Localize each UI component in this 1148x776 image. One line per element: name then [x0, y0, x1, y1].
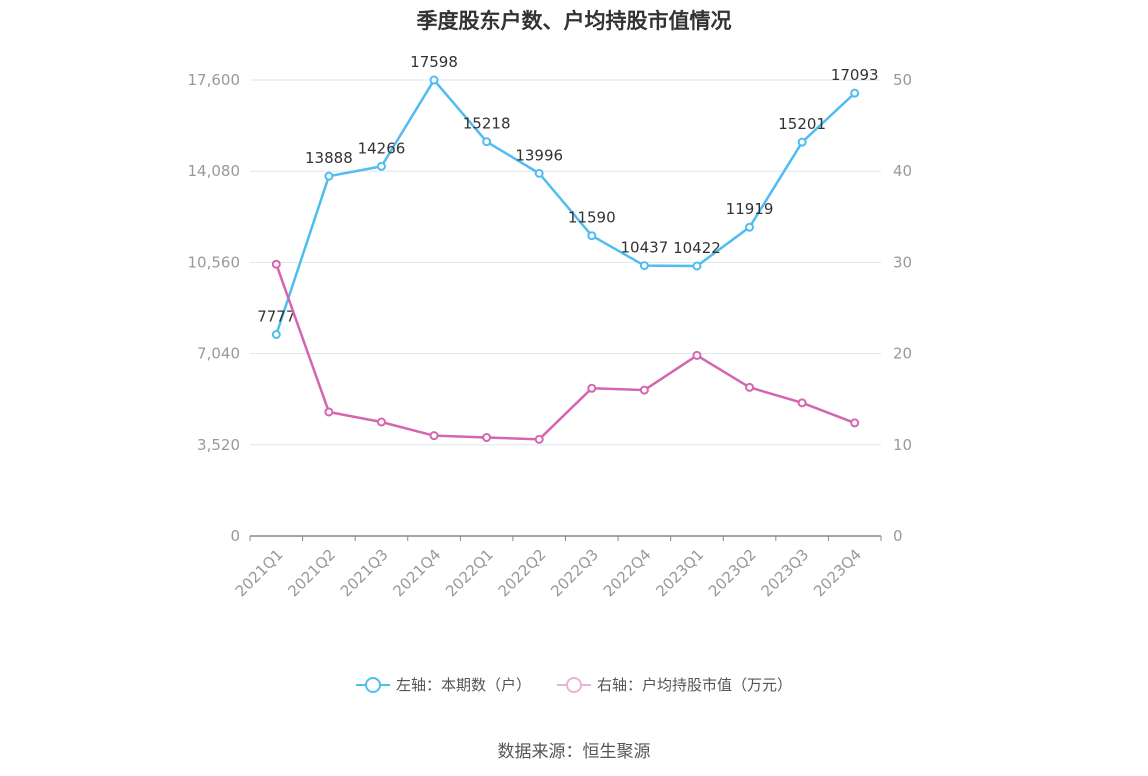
left-series-point	[271, 330, 281, 340]
left-series-data-label: 17093	[831, 66, 879, 84]
left-series-data-label: 13996	[515, 146, 563, 164]
x-axis-tick-label: 2023Q4	[810, 546, 865, 601]
legend-label-left: 左轴：本期数（户）	[395, 676, 531, 694]
right-axis-tick-label: 30	[893, 253, 912, 271]
left-axis-tick-label: 14,080	[188, 162, 241, 180]
left-series-point	[376, 161, 386, 171]
left-series-data-label: 15201	[778, 115, 826, 133]
left-series-data-label: 15218	[463, 115, 511, 133]
left-series-point	[482, 137, 492, 147]
left-axis-tick-label: 17,600	[188, 71, 241, 89]
right-series-point	[324, 407, 334, 417]
left-series-point	[850, 88, 860, 98]
right-series-point	[692, 350, 702, 360]
right-series-point	[745, 382, 755, 392]
x-axis-tick-label: 2021Q2	[284, 546, 339, 601]
left-series-point	[639, 261, 649, 271]
left-axis-tick-label: 7,040	[197, 345, 240, 363]
x-axis-tick-label: 2021Q1	[232, 546, 287, 601]
left-series-point	[429, 75, 439, 85]
left-series-point	[745, 222, 755, 232]
right-series-point	[850, 418, 860, 428]
left-series-line	[275, 78, 856, 335]
legend-item-left[interactable]: 左轴：本期数（户）	[355, 674, 531, 695]
right-axis-tick-label: 50	[893, 71, 912, 89]
x-axis-tick-label: 2022Q1	[442, 546, 497, 601]
right-series-point	[639, 385, 649, 395]
right-series-point	[271, 259, 281, 269]
x-axis-tick-label: 2023Q2	[705, 546, 760, 601]
x-axis-tick-label: 2021Q3	[337, 546, 392, 601]
left-series-data-label: 10437	[621, 239, 669, 257]
legend-item-right[interactable]: 右轴：户均持股市值（万元）	[557, 674, 792, 695]
left-axis-tick-label: 10,560	[188, 253, 241, 271]
right-series-point	[376, 417, 386, 427]
chart-title: 季度股东户数、户均持股市值情况	[416, 9, 732, 33]
legend-marker-left	[355, 675, 390, 695]
data-source: 数据来源：恒生聚源	[497, 742, 651, 762]
left-series-point	[692, 261, 702, 271]
x-axis-tick-label: 2021Q4	[389, 546, 444, 601]
right-series-line	[275, 263, 856, 441]
right-series-point	[482, 433, 492, 443]
right-axis-tick-label: 40	[893, 162, 912, 180]
left-series-data-label: 7777	[257, 308, 295, 326]
left-series-point	[534, 168, 544, 178]
left-series-data-label: 10422	[673, 239, 721, 257]
right-axis-tick-label: 0	[893, 527, 903, 545]
right-series-point	[429, 431, 439, 441]
left-axis-tick-label: 3,520	[197, 436, 240, 454]
x-axis-tick-label: 2022Q4	[600, 546, 655, 601]
left-series-data-label: 17598	[410, 53, 458, 71]
left-series-data-label: 11590	[568, 209, 616, 227]
legend: 左轴：本期数（户） 右轴：户均持股市值（万元）	[0, 674, 1148, 695]
left-axis-tick-label: 0	[230, 527, 240, 545]
right-series-point	[534, 434, 544, 444]
legend-marker-right	[557, 675, 591, 695]
right-series-point	[797, 398, 807, 408]
left-series-data-label: 11919	[726, 200, 774, 218]
right-axis-tick-label: 10	[893, 436, 912, 454]
x-axis-tick-label: 2022Q3	[547, 546, 602, 601]
legend-label-right: 右轴：户均持股市值（万元）	[597, 676, 793, 694]
left-series-point	[797, 137, 807, 147]
left-series-point	[587, 231, 597, 241]
x-axis-tick-label: 2023Q1	[652, 546, 707, 601]
x-axis-tick-label: 2023Q3	[758, 546, 813, 601]
right-axis-tick-label: 20	[893, 345, 912, 363]
left-series-data-label: 14266	[358, 139, 406, 157]
left-series-point	[324, 171, 334, 181]
x-axis-tick-label: 2022Q2	[495, 546, 550, 601]
right-series-point	[587, 383, 597, 393]
left-series-data-label: 13888	[305, 149, 353, 167]
